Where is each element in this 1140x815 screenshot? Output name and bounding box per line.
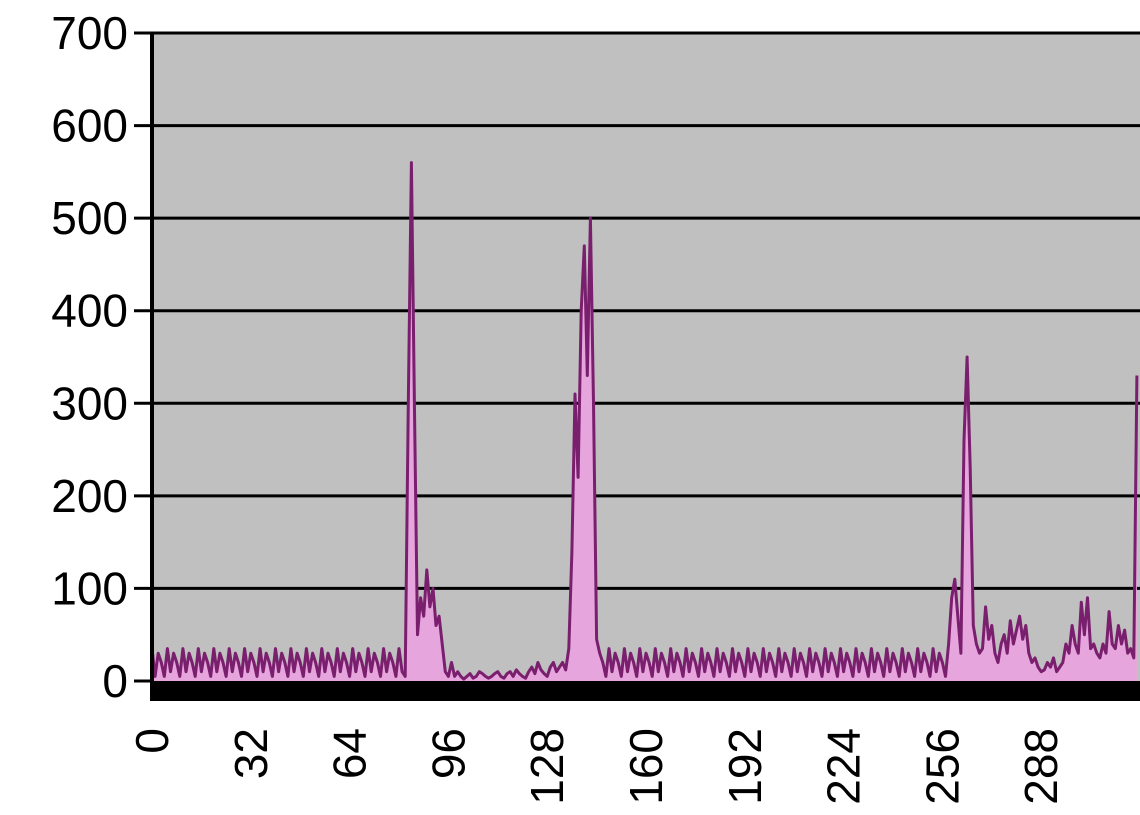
y-tick-label: 300: [51, 377, 128, 429]
x-tick-label: 192: [719, 728, 771, 805]
x-axis-ticks: 0 32 64 96 128 160 192 224 256 288: [126, 728, 1067, 805]
plot-area: [152, 33, 1140, 681]
y-tick-label: 100: [51, 562, 128, 614]
x-tick-label: 224: [818, 728, 870, 805]
series-line: [150, 161, 1139, 681]
x-tick-label: 288: [1015, 728, 1067, 805]
series-group: [150, 161, 1139, 682]
x-tick-label: 256: [916, 728, 968, 805]
y-tick-label: 600: [51, 100, 128, 152]
x-tick-label: 96: [422, 728, 474, 779]
x-tick-label: 64: [324, 728, 376, 779]
x-tick-label: 0: [126, 728, 178, 754]
y-tick-label: 400: [51, 285, 128, 337]
y-tick-label: 0: [102, 655, 128, 707]
x-axis-baseline-band: [152, 681, 1140, 701]
x-tick-label: 160: [620, 728, 672, 805]
y-tick-label: 200: [51, 470, 128, 522]
y-tick-label: 700: [51, 7, 128, 59]
x-tick-label: 128: [521, 728, 573, 805]
gridlines: [152, 31, 1140, 590]
y-tick-label: 500: [51, 192, 128, 244]
y-axis-ticks: 0 100 200 300 400 500 600 700: [51, 7, 152, 707]
x-tick-label: 32: [225, 728, 277, 779]
